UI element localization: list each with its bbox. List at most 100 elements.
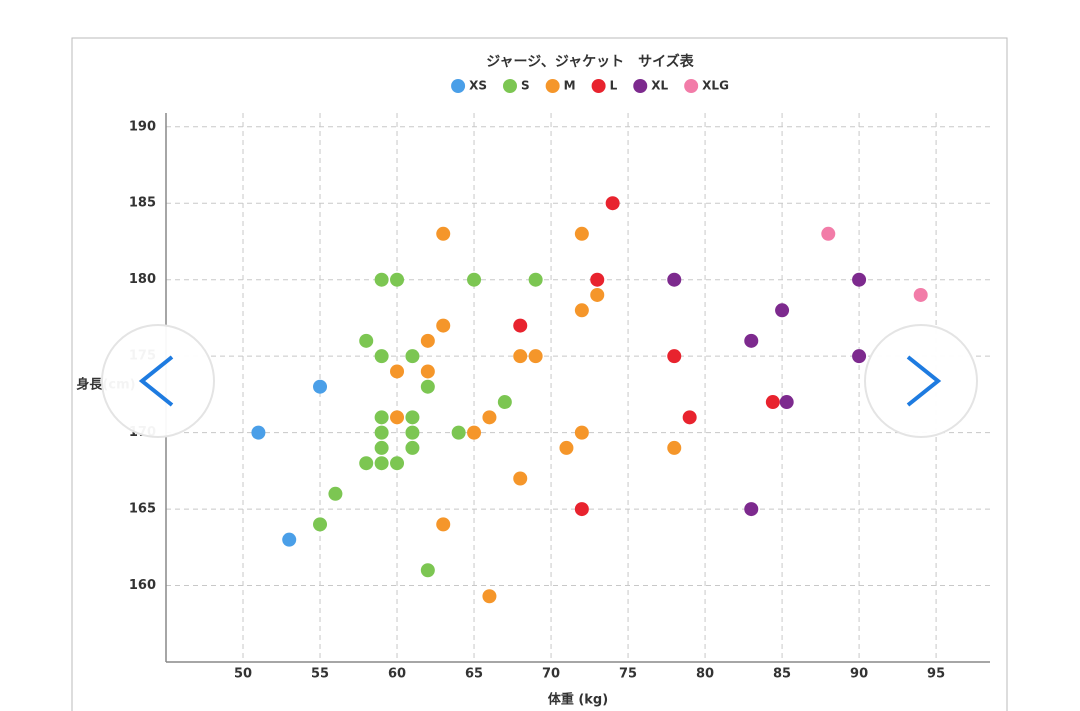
point	[513, 471, 528, 486]
prev-icon	[138, 355, 174, 407]
point	[405, 425, 420, 440]
point	[765, 395, 780, 410]
point	[359, 333, 374, 348]
point	[574, 303, 589, 318]
y-tick-label: 180	[129, 272, 156, 287]
point	[359, 456, 374, 471]
legend-swatch	[684, 79, 699, 93]
x-tick-label: 70	[542, 667, 560, 682]
point	[390, 272, 405, 287]
point	[482, 410, 497, 425]
point	[374, 349, 389, 364]
point	[667, 349, 682, 364]
legend-label: XL	[651, 79, 668, 93]
point	[574, 425, 589, 440]
point	[605, 196, 620, 211]
point	[390, 364, 405, 379]
legend-label: XLG	[702, 79, 729, 93]
next-button-bg[interactable]	[864, 324, 978, 438]
point	[744, 333, 759, 348]
point	[374, 440, 389, 455]
prev-button[interactable]	[101, 324, 215, 438]
point	[775, 303, 790, 318]
point	[528, 349, 543, 364]
point	[682, 410, 697, 425]
point	[405, 440, 420, 455]
legend-label: M	[564, 79, 576, 93]
point	[528, 272, 543, 287]
x-axis-label: 体重 (kg)	[548, 692, 608, 708]
legend-swatch	[502, 79, 517, 93]
next-icon	[906, 355, 942, 407]
point	[313, 517, 328, 532]
chart-title: ジャージ、ジャケット サイズ表	[486, 53, 694, 70]
point	[313, 379, 328, 394]
legend-swatch	[591, 79, 606, 93]
point	[779, 395, 794, 410]
point	[374, 456, 389, 471]
x-tick-label: 55	[311, 667, 329, 682]
point	[467, 272, 482, 287]
point	[436, 226, 451, 241]
legend-label: S	[521, 79, 530, 93]
point	[559, 440, 574, 455]
point	[574, 226, 589, 241]
point	[374, 410, 389, 425]
point	[482, 589, 497, 604]
legend-item: M	[545, 79, 576, 93]
point	[436, 318, 451, 333]
point	[913, 287, 928, 302]
legend: XS S M L XL XLG	[451, 79, 729, 93]
legend-swatch	[545, 79, 560, 93]
legend-item: XS	[451, 79, 487, 93]
point	[590, 287, 605, 302]
x-tick-label: 85	[773, 667, 791, 682]
point	[667, 272, 682, 287]
point	[390, 410, 405, 425]
point	[574, 502, 589, 517]
y-tick-label: 185	[129, 196, 156, 211]
x-tick-label: 80	[696, 667, 714, 682]
point	[436, 517, 451, 532]
legend-item: XLG	[684, 79, 729, 93]
legend-swatch	[451, 79, 466, 93]
point	[420, 563, 435, 578]
point	[852, 272, 867, 287]
legend-label: L	[610, 79, 618, 93]
point	[497, 395, 512, 410]
y-tick-label: 190	[129, 119, 156, 134]
chart-card	[71, 37, 1008, 711]
point	[744, 502, 759, 517]
point	[405, 349, 420, 364]
point	[390, 456, 405, 471]
x-tick-label: 60	[388, 667, 406, 682]
point	[513, 349, 528, 364]
x-tick-label: 95	[927, 667, 945, 682]
point	[420, 333, 435, 348]
point	[467, 425, 482, 440]
legend-swatch	[633, 79, 648, 93]
prev-button-bg[interactable]	[101, 324, 215, 438]
point	[852, 349, 867, 364]
point	[513, 318, 528, 333]
next-button[interactable]	[864, 324, 978, 438]
legend-label: XS	[469, 79, 487, 93]
y-tick-label: 160	[129, 578, 156, 593]
point	[821, 226, 836, 241]
legend-item: S	[502, 79, 530, 93]
x-tick-label: 50	[234, 667, 252, 682]
legend-item: L	[591, 79, 618, 93]
point	[420, 364, 435, 379]
point	[251, 425, 266, 440]
x-tick-label: 90	[850, 667, 868, 682]
point	[451, 425, 466, 440]
point	[374, 272, 389, 287]
point	[374, 425, 389, 440]
point	[590, 272, 605, 287]
point	[667, 440, 682, 455]
point	[282, 532, 297, 547]
point	[328, 486, 343, 501]
x-tick-label: 65	[465, 667, 483, 682]
point	[405, 410, 420, 425]
